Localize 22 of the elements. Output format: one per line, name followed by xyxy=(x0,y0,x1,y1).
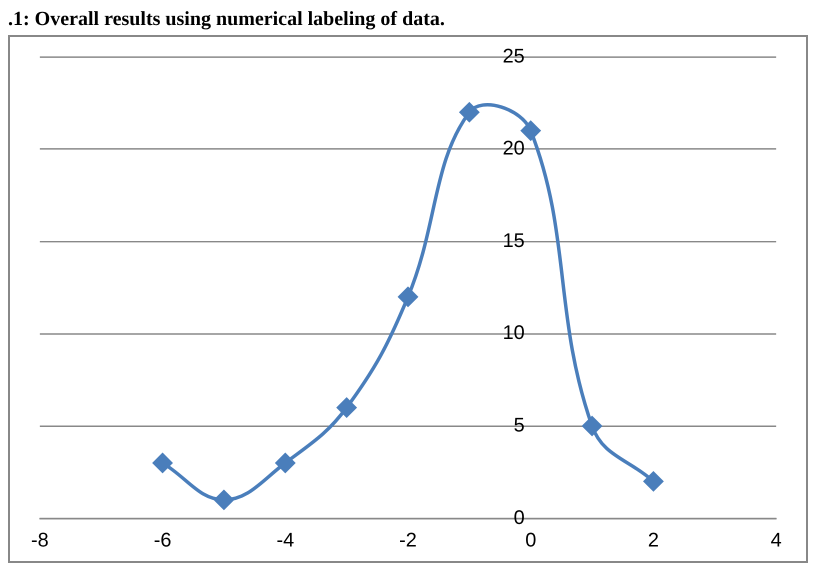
x-tick-label: -6 xyxy=(154,530,172,552)
x-tick-label: -2 xyxy=(399,530,417,552)
x-tick-label: -8 xyxy=(31,530,49,552)
x-tick-label: 4 xyxy=(770,530,782,552)
point xyxy=(460,102,480,122)
chart-title: .1: Overall results using numerical labeling of data. xyxy=(8,8,446,31)
point xyxy=(521,121,540,140)
y-tick-label: 5 xyxy=(514,414,525,436)
point xyxy=(152,453,172,473)
y-tick-label: 10 xyxy=(502,322,525,344)
x-tick-label: -4 xyxy=(276,530,294,552)
point xyxy=(336,398,356,418)
point xyxy=(276,453,295,473)
point xyxy=(398,287,418,306)
y-tick-label: 20 xyxy=(502,138,525,160)
point xyxy=(582,416,602,436)
y-tick-label: 0 xyxy=(514,506,525,529)
x-tick-label: 2 xyxy=(648,530,659,552)
point xyxy=(644,472,664,492)
point xyxy=(214,490,234,510)
y-tick-label: 25 xyxy=(502,45,525,68)
y-tick-label: 15 xyxy=(502,230,525,252)
